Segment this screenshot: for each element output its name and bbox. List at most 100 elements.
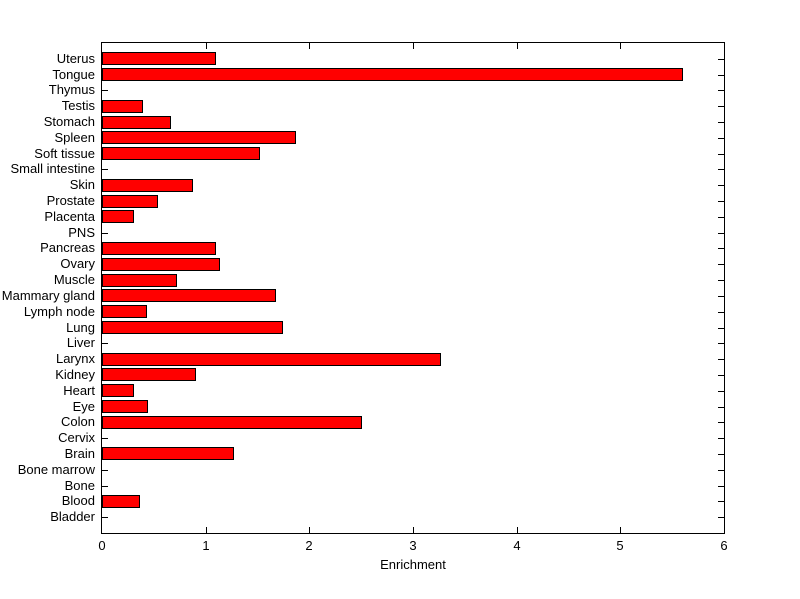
y-tick-label: Testis <box>61 98 95 113</box>
y-tick-mark <box>718 154 724 155</box>
y-tick-label: Lung <box>66 320 95 335</box>
y-tick-label: Prostate <box>46 193 95 208</box>
y-tick-label: Stomach <box>43 114 95 129</box>
plot-area <box>101 42 725 534</box>
bar-mammary-gland <box>102 289 276 302</box>
x-tick-label: 4 <box>513 538 521 553</box>
y-tick-mark <box>718 501 724 502</box>
y-tick-mark <box>718 359 724 360</box>
bar-soft-tissue <box>102 147 260 160</box>
y-tick-mark <box>102 343 108 344</box>
x-tick-mark <box>517 43 518 49</box>
y-tick-label: Bone <box>64 478 95 493</box>
bar-larynx <box>102 353 441 366</box>
y-tick-label: Muscle <box>53 272 95 287</box>
y-tick-mark <box>718 407 724 408</box>
y-tick-label: Small intestine <box>10 161 95 176</box>
y-tick-mark <box>718 343 724 344</box>
bar-blood <box>102 495 140 508</box>
y-tick-label: PNS <box>68 225 95 240</box>
y-tick-mark <box>718 470 724 471</box>
y-tick-label: Spleen <box>54 130 95 145</box>
y-tick-mark <box>102 438 108 439</box>
y-tick-label: Lymph node <box>23 304 95 319</box>
y-tick-mark <box>718 59 724 60</box>
y-tick-label: Soft tissue <box>34 146 95 161</box>
bar-testis <box>102 100 143 113</box>
y-tick-mark <box>718 122 724 123</box>
x-tick-label: 6 <box>720 538 728 553</box>
y-tick-label: Skin <box>69 177 95 192</box>
y-tick-mark <box>718 75 724 76</box>
y-tick-mark <box>718 296 724 297</box>
y-tick-label: Uterus <box>56 51 95 66</box>
x-tick-label: 0 <box>98 538 106 553</box>
y-tick-label: Eye <box>72 399 95 414</box>
x-tick-label: 5 <box>616 538 624 553</box>
bar-skin <box>102 179 193 192</box>
x-tick-mark <box>413 527 414 533</box>
y-tick-label: Heart <box>63 383 95 398</box>
bar-eye <box>102 400 148 413</box>
x-tick-mark <box>413 43 414 49</box>
y-tick-label: Bone marrow <box>17 462 95 477</box>
y-tick-mark <box>718 106 724 107</box>
bar-kidney <box>102 368 196 381</box>
y-tick-mark <box>718 217 724 218</box>
y-tick-mark <box>718 233 724 234</box>
bar-colon <box>102 416 362 429</box>
bar-stomach <box>102 116 171 129</box>
y-tick-label: Brain <box>64 446 95 461</box>
x-tick-mark <box>206 43 207 49</box>
y-tick-label: Tongue <box>52 67 95 82</box>
bar-prostate <box>102 195 158 208</box>
x-tick-mark <box>309 43 310 49</box>
y-tick-label: Thymus <box>48 82 95 97</box>
bar-spleen <box>102 131 296 144</box>
bar-heart <box>102 384 134 397</box>
y-tick-mark <box>102 90 108 91</box>
y-tick-mark <box>718 264 724 265</box>
y-tick-mark <box>718 185 724 186</box>
y-tick-mark <box>718 312 724 313</box>
bar-placenta <box>102 210 134 223</box>
y-tick-mark <box>102 470 108 471</box>
bar-tongue <box>102 68 683 81</box>
bar-lung <box>102 321 283 334</box>
y-tick-mark <box>718 517 724 518</box>
y-tick-mark <box>718 90 724 91</box>
x-tick-mark <box>620 527 621 533</box>
x-tick-mark <box>206 527 207 533</box>
x-tick-mark <box>517 527 518 533</box>
y-tick-label: Cervix <box>58 430 95 445</box>
y-tick-mark <box>718 438 724 439</box>
y-tick-mark <box>718 454 724 455</box>
y-tick-label: Blood <box>61 493 95 508</box>
y-tick-label: Ovary <box>60 256 95 271</box>
y-tick-mark <box>718 422 724 423</box>
y-tick-mark <box>718 248 724 249</box>
bar-pancreas <box>102 242 216 255</box>
x-tick-label: 3 <box>409 538 417 553</box>
y-tick-label: Larynx <box>55 351 95 366</box>
y-tick-mark <box>718 169 724 170</box>
x-tick-mark <box>620 43 621 49</box>
y-tick-mark <box>102 169 108 170</box>
bar-brain <box>102 447 234 460</box>
y-tick-mark <box>102 486 108 487</box>
y-tick-mark <box>718 201 724 202</box>
y-tick-mark <box>102 517 108 518</box>
bar-lymph-node <box>102 305 147 318</box>
y-tick-label: Kidney <box>55 367 95 382</box>
y-tick-label: Bladder <box>50 509 95 524</box>
y-tick-label: Mammary gland <box>1 288 95 303</box>
x-axis-title: Enrichment <box>380 557 446 572</box>
y-tick-mark <box>718 328 724 329</box>
x-tick-label: 2 <box>305 538 313 553</box>
x-tick-label: 1 <box>202 538 210 553</box>
bar-muscle <box>102 274 177 287</box>
y-tick-mark <box>718 486 724 487</box>
y-tick-label: Pancreas <box>40 240 95 255</box>
y-tick-mark <box>102 233 108 234</box>
